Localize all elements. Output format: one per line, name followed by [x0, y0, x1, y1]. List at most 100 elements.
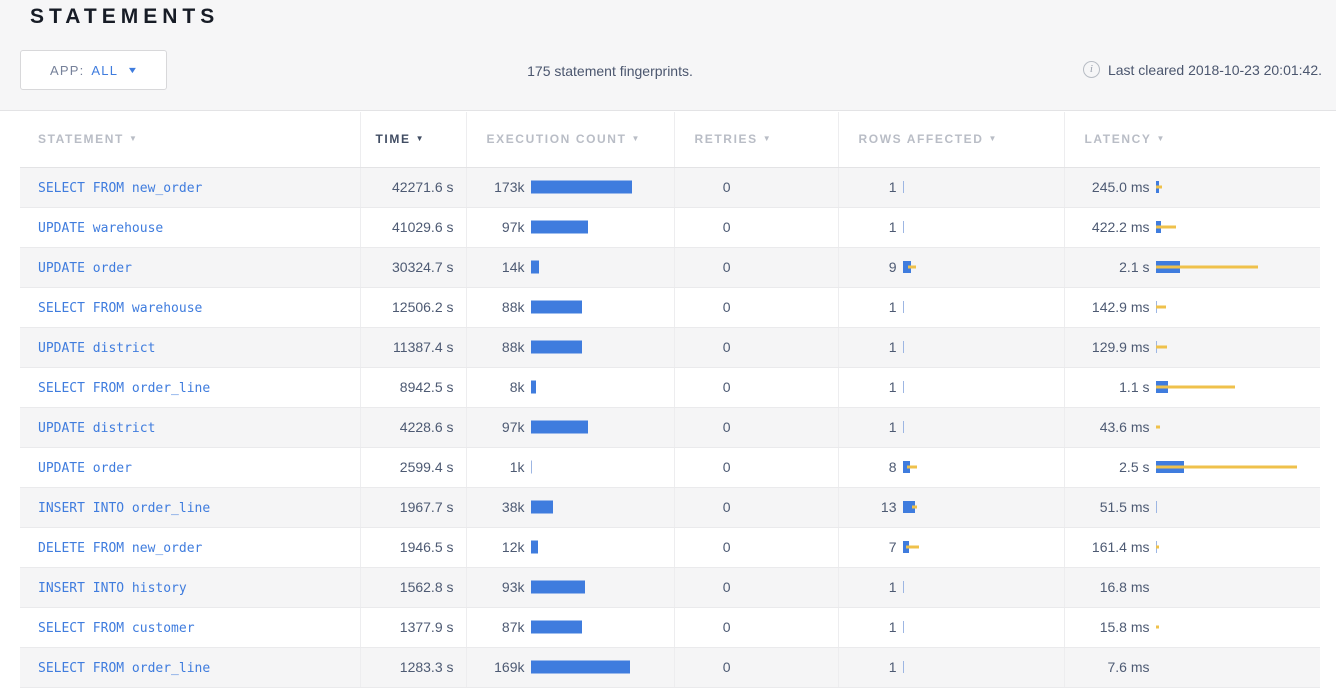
execution-count-bar-area	[530, 298, 674, 316]
latency-stddev-bar	[1155, 465, 1297, 469]
column-label: TIME	[375, 132, 411, 147]
statement-link[interactable]: SELECT FROM order_line	[38, 660, 211, 676]
statement-link[interactable]: UPDATE warehouse	[38, 220, 164, 236]
column-header-rows_affected[interactable]: ROWS AFFECTED ▼	[838, 112, 1065, 168]
latency-bar	[1155, 501, 1157, 513]
statement-link[interactable]: UPDATE district	[38, 420, 156, 436]
column-header-latency[interactable]: LATENCY ▼	[1064, 112, 1320, 168]
rows-affected-stddev-bar	[907, 265, 916, 269]
retries-value: 0	[722, 619, 731, 635]
retries-value: 0	[722, 259, 731, 275]
rows-affected-cell: 1	[838, 207, 1065, 248]
latency-value: 161.4 ms	[1091, 539, 1150, 555]
latency-stddev-bar	[1155, 345, 1167, 349]
table-row: SELECT FROM warehouse 12506.2 s 88k 0 1 142.9…	[20, 287, 1320, 328]
execution-count-bar	[530, 220, 588, 234]
retries-bar-area	[737, 578, 838, 596]
rows-affected-bar	[902, 181, 904, 193]
column-header-time[interactable]: TIME ▼	[360, 112, 467, 168]
time-cell: 12506.2 s	[360, 287, 467, 328]
execution-count-cell: 88k	[466, 287, 675, 328]
latency-bar-area	[1155, 618, 1321, 636]
time-cell: 41029.6 s	[360, 207, 467, 248]
execution-count-bar	[530, 300, 582, 314]
latency-bar-area	[1155, 498, 1321, 516]
execution-count-value: 93k	[501, 579, 525, 595]
execution-count-cell: 169k	[466, 647, 675, 688]
rows-affected-bar	[902, 421, 904, 433]
retries-cell: 0	[674, 207, 839, 248]
rows-affected-bar-area	[902, 618, 1064, 636]
statement-link[interactable]: UPDATE district	[38, 340, 156, 356]
statement-link[interactable]: INSERT INTO history	[38, 580, 187, 596]
rows-affected-bar-area	[902, 418, 1064, 436]
execution-count-value: 88k	[501, 299, 525, 315]
rows-affected-bar	[902, 661, 904, 673]
execution-count-bar-area	[530, 338, 674, 356]
retries-value: 0	[722, 659, 731, 675]
statement-link[interactable]: INSERT INTO order_line	[38, 500, 211, 516]
execution-count-bar	[530, 500, 553, 514]
rows-affected-bar-area	[902, 458, 1064, 476]
statement-cell: UPDATE district	[20, 407, 361, 448]
retries-cell: 0	[674, 607, 839, 648]
statement-link[interactable]: SELECT FROM new_order	[38, 180, 203, 196]
table-row: INSERT INTO history 1562.8 s 93k 0 1 16.8 ms	[20, 567, 1320, 608]
table-row: DELETE FROM new_order 1946.5 s 12k 0 7 161.4 …	[20, 527, 1320, 568]
retries-value: 0	[722, 339, 731, 355]
statement-link[interactable]: UPDATE order	[38, 460, 132, 476]
statement-link[interactable]: SELECT FROM warehouse	[38, 300, 203, 316]
latency-value: 1.1 s	[1119, 379, 1150, 395]
retries-cell: 0	[674, 447, 839, 488]
rows-affected-bar	[902, 301, 904, 313]
execution-count-bar	[530, 460, 532, 474]
retries-bar-area	[737, 178, 838, 196]
rows-affected-bar-area	[902, 338, 1064, 356]
statement-link[interactable]: SELECT FROM customer	[38, 620, 195, 636]
execution-count-bar-area	[530, 658, 674, 676]
latency-stddev-bar	[1155, 265, 1258, 269]
table-row: UPDATE warehouse 41029.6 s 97k 0 1 422.2 ms	[20, 207, 1320, 248]
app-filter-dropdown[interactable]: APP: ALL ▼	[20, 50, 167, 90]
retries-bar-area	[737, 618, 838, 636]
latency-stddev-bar	[1155, 545, 1159, 549]
rows-affected-cell: 1	[838, 407, 1065, 448]
statement-link[interactable]: SELECT FROM order_line	[38, 380, 211, 396]
statement-cell: INSERT INTO order_line	[20, 487, 361, 528]
column-label: EXECUTION COUNT	[486, 132, 627, 147]
latency-bar-area	[1155, 378, 1321, 396]
rows-affected-bar	[902, 261, 911, 273]
latency-value: 16.8 ms	[1099, 579, 1150, 595]
sort-desc-icon: ▼	[762, 134, 773, 144]
table-row: UPDATE district 4228.6 s 97k 0 1 43.6 ms	[20, 407, 1320, 448]
rows-affected-bar-area	[902, 538, 1064, 556]
time-cell: 1377.9 s	[360, 607, 467, 648]
table-row: SELECT FROM order_line 1283.3 s 169k 0 1 7.6 …	[20, 647, 1320, 688]
retries-bar-area	[737, 258, 838, 276]
statements-table: STATEMENT ▼ TIME ▼ EXECUTION COUNT ▼ RETRIES ▼ R…	[20, 112, 1320, 688]
column-header-execution_count[interactable]: EXECUTION COUNT ▼	[466, 112, 675, 168]
statement-cell: UPDATE order	[20, 247, 361, 288]
retries-value: 0	[722, 459, 731, 475]
column-header-statement[interactable]: STATEMENT ▼	[20, 112, 361, 168]
statement-link[interactable]: DELETE FROM new_order	[38, 540, 203, 556]
retries-value: 0	[722, 179, 731, 195]
execution-count-cell: 93k	[466, 567, 675, 608]
table-row: UPDATE district 11387.4 s 88k 0 1 129.9 ms	[20, 327, 1320, 368]
execution-count-bar	[530, 660, 630, 674]
time-cell: 1967.7 s	[360, 487, 467, 528]
latency-cell: 43.6 ms	[1064, 407, 1320, 448]
execution-count-value: 88k	[501, 339, 525, 355]
execution-count-bar	[530, 420, 588, 434]
rows-affected-value: 1	[888, 619, 897, 635]
column-header-retries[interactable]: RETRIES ▼	[674, 112, 839, 168]
retries-value: 0	[722, 219, 731, 235]
rows-affected-cell: 1	[838, 647, 1065, 688]
execution-count-bar-area	[530, 538, 674, 556]
retries-cell: 0	[674, 527, 839, 568]
execution-count-bar-area	[530, 498, 674, 516]
retries-bar-area	[737, 218, 838, 236]
column-label: LATENCY	[1084, 132, 1152, 147]
statement-link[interactable]: UPDATE order	[38, 260, 132, 276]
execution-count-value: 87k	[501, 619, 525, 635]
